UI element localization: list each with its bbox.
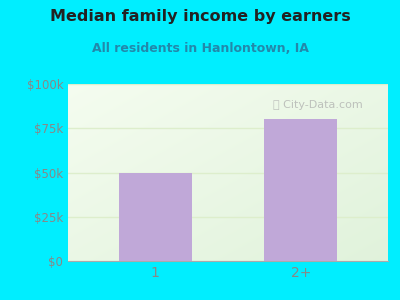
Bar xyxy=(119,172,192,261)
Bar xyxy=(264,119,337,261)
Text: Median family income by earners: Median family income by earners xyxy=(50,9,350,24)
Text: All residents in Hanlontown, IA: All residents in Hanlontown, IA xyxy=(92,42,308,55)
Text: ⓘ City-Data.com: ⓘ City-Data.com xyxy=(273,100,362,110)
